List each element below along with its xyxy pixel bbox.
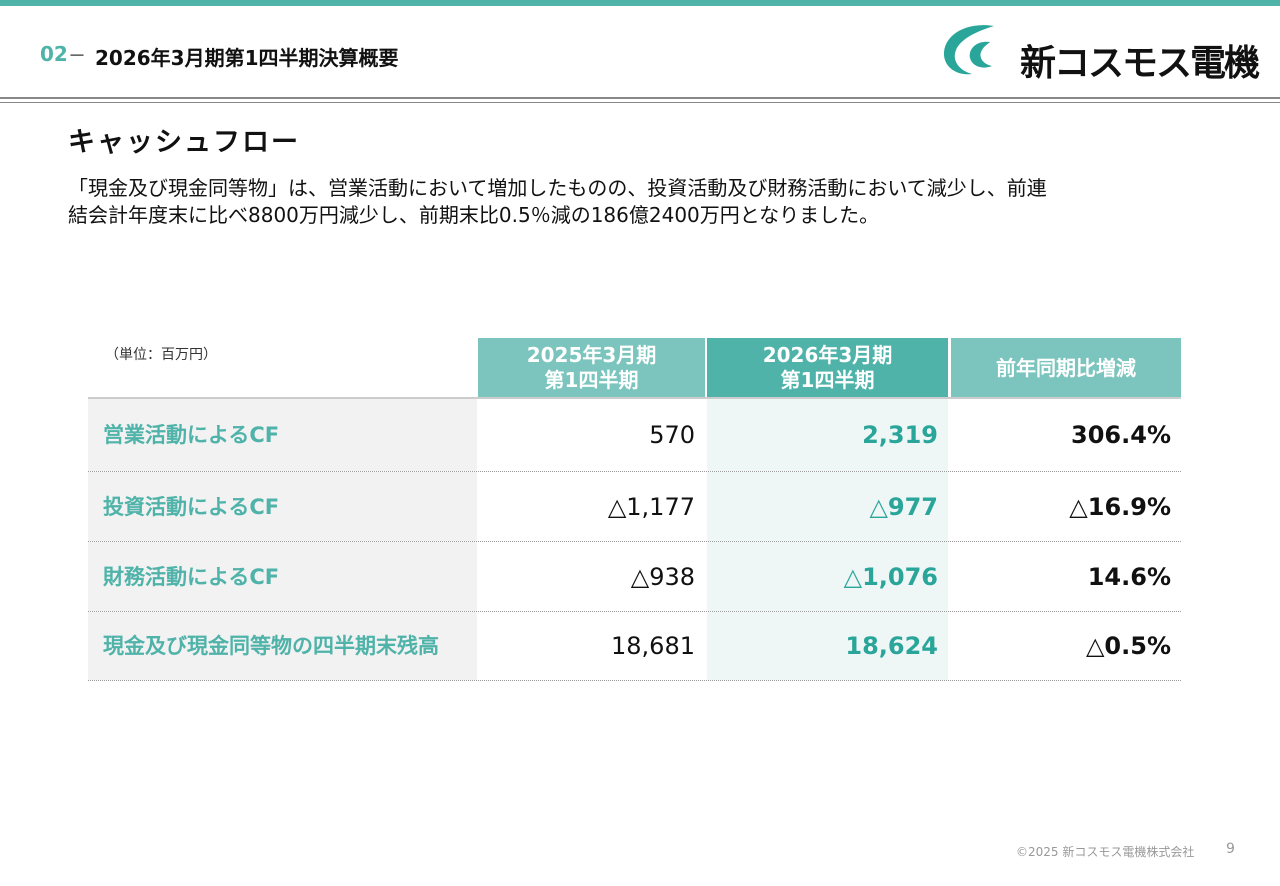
- header-line: 2026年3月期: [762, 343, 893, 367]
- logo-text: 新コスモス電機: [1020, 43, 1260, 84]
- section-title: キャッシュフロー: [68, 127, 300, 158]
- cell: 306.4%: [1071, 421, 1171, 449]
- section-number: 02: [40, 42, 68, 66]
- row-label: 投資活動によるCF: [88, 472, 477, 541]
- cell: 14.6%: [1087, 562, 1171, 591]
- header-line: 2025年3月期: [526, 343, 657, 367]
- logo-icon: [943, 25, 994, 75]
- description-line: 結会計年度末に比べ8800万円減少し、前期末比0.5％減の186億2400万円と…: [68, 203, 880, 227]
- header-title: 2026年3月期第1四半期決算概要: [95, 46, 399, 70]
- cell: 570: [649, 421, 695, 449]
- cell: △16.9%: [1069, 492, 1171, 521]
- header-line: 第1四半期: [544, 368, 639, 392]
- row-label: 財務活動によるCF: [88, 542, 477, 611]
- row-label-text: 営業活動によるCF: [103, 423, 280, 447]
- cell: △0.5%: [1085, 632, 1171, 660]
- row-label: 営業活動によるCF: [88, 399, 477, 471]
- row-label-text: 財務活動によるCF: [103, 564, 280, 589]
- row-label: 現金及び現金同等物の四半期末残高: [88, 612, 477, 680]
- row-separator: [88, 611, 1181, 612]
- top-bar: [0, 0, 1280, 6]
- unit-label: （単位：百万円）: [105, 347, 217, 363]
- cell: △938: [630, 562, 695, 591]
- cell: 18,624: [707, 612, 948, 680]
- header-cell: 2026年3月期 第1四半期: [707, 338, 948, 398]
- header-line: 第1四半期: [780, 368, 875, 392]
- copyright: ©2025 新コスモス電機株式会社: [1016, 845, 1195, 859]
- header-rule: [88, 397, 1181, 399]
- cell: △977: [707, 472, 948, 541]
- header-cell: 2025年3月期 第1四半期: [478, 338, 705, 398]
- description-line: 「現金及び現金同等物」は、営業活動において増加したものの、投資活動及び財務活動に…: [68, 176, 1047, 200]
- header-line: 前年同期比増減: [996, 355, 1136, 380]
- header-rule: [0, 97, 1280, 103]
- cell: 2,319: [707, 399, 948, 471]
- row-label-text: 投資活動によるCF: [103, 494, 280, 519]
- cell: 18,681: [611, 632, 695, 660]
- row-label-text: 現金及び現金同等物の四半期末残高: [103, 634, 439, 658]
- row-separator: [88, 471, 1181, 472]
- cell: △1,076: [707, 542, 948, 611]
- dash: －: [68, 46, 86, 67]
- header-cell: 前年同期比増減: [951, 338, 1181, 398]
- cell: △1,177: [607, 492, 695, 521]
- page-number: 9: [1226, 841, 1235, 857]
- row-separator: [88, 541, 1181, 542]
- row-separator: [88, 680, 1181, 681]
